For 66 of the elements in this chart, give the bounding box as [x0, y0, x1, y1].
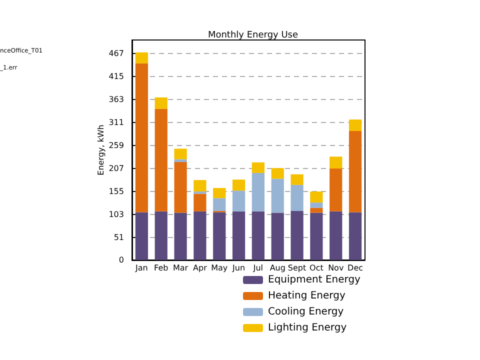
y-tick-label: 51 — [114, 232, 124, 242]
bar — [154, 97, 168, 109]
legend-label: Lighting Energy — [268, 322, 347, 334]
bar — [310, 212, 323, 260]
x-tick-label: Mar — [172, 264, 189, 272]
y-tick-label: 363 — [108, 95, 124, 104]
bar — [194, 211, 206, 260]
y-tick-label: 311 — [108, 118, 124, 128]
x-tick-label: Apr — [193, 264, 208, 272]
bar — [330, 156, 342, 169]
bar — [330, 211, 342, 260]
bar — [174, 159, 187, 162]
y-tick-label: 0 — [118, 256, 124, 264]
bar — [330, 168, 342, 212]
x-tick-label: Oct — [310, 264, 324, 272]
bar — [213, 198, 226, 211]
x-tick-label: Jun — [232, 264, 246, 272]
bar — [348, 131, 362, 212]
chart-title: Monthly Energy Use — [208, 30, 298, 40]
bar — [252, 162, 265, 173]
bar — [290, 174, 304, 185]
y-tick-label: 207 — [108, 164, 124, 174]
bar — [348, 120, 362, 132]
bar — [271, 168, 284, 179]
bar — [213, 188, 226, 198]
bar — [290, 184, 304, 211]
y-tick-label: 259 — [108, 141, 124, 150]
bar — [213, 212, 226, 260]
bar — [154, 211, 168, 260]
bar — [310, 208, 323, 213]
bar — [174, 162, 187, 213]
x-tick-label: Aug — [270, 264, 286, 272]
bar — [310, 192, 323, 203]
y-tick-label: 103 — [108, 210, 124, 219]
bar — [174, 212, 187, 260]
bar — [232, 211, 246, 260]
bar — [252, 211, 265, 260]
y-tick-label: 155 — [108, 187, 124, 196]
x-tick-label: May — [211, 264, 228, 272]
bar — [194, 194, 206, 212]
bar — [232, 190, 246, 212]
y-tick-label: 467 — [108, 49, 124, 58]
bar — [348, 212, 362, 260]
bar — [174, 148, 187, 160]
x-tick-label: Feb — [154, 264, 168, 272]
legend-label: Equipment Energy — [268, 274, 361, 286]
y-axis-title: Energy, kWh — [96, 124, 106, 176]
bar — [252, 172, 265, 212]
bar — [154, 108, 168, 212]
x-tick-label: Dec — [348, 264, 364, 272]
x-tick-label: Nov — [328, 264, 344, 272]
bar — [290, 210, 304, 260]
bar — [194, 180, 206, 192]
x-tick-label: Jan — [134, 264, 148, 272]
legend-label: Cooling Energy — [268, 306, 344, 318]
bar — [135, 212, 148, 260]
legend-label: Heating Energy — [268, 290, 346, 302]
x-tick-label: Sept — [288, 264, 306, 272]
y-tick-label: 415 — [108, 72, 124, 82]
bar — [271, 178, 284, 213]
bar — [135, 52, 148, 64]
x-tick-label: Jul — [252, 264, 264, 272]
bar — [135, 63, 148, 212]
bar — [310, 202, 323, 208]
bar — [232, 180, 246, 191]
bar — [271, 212, 284, 260]
